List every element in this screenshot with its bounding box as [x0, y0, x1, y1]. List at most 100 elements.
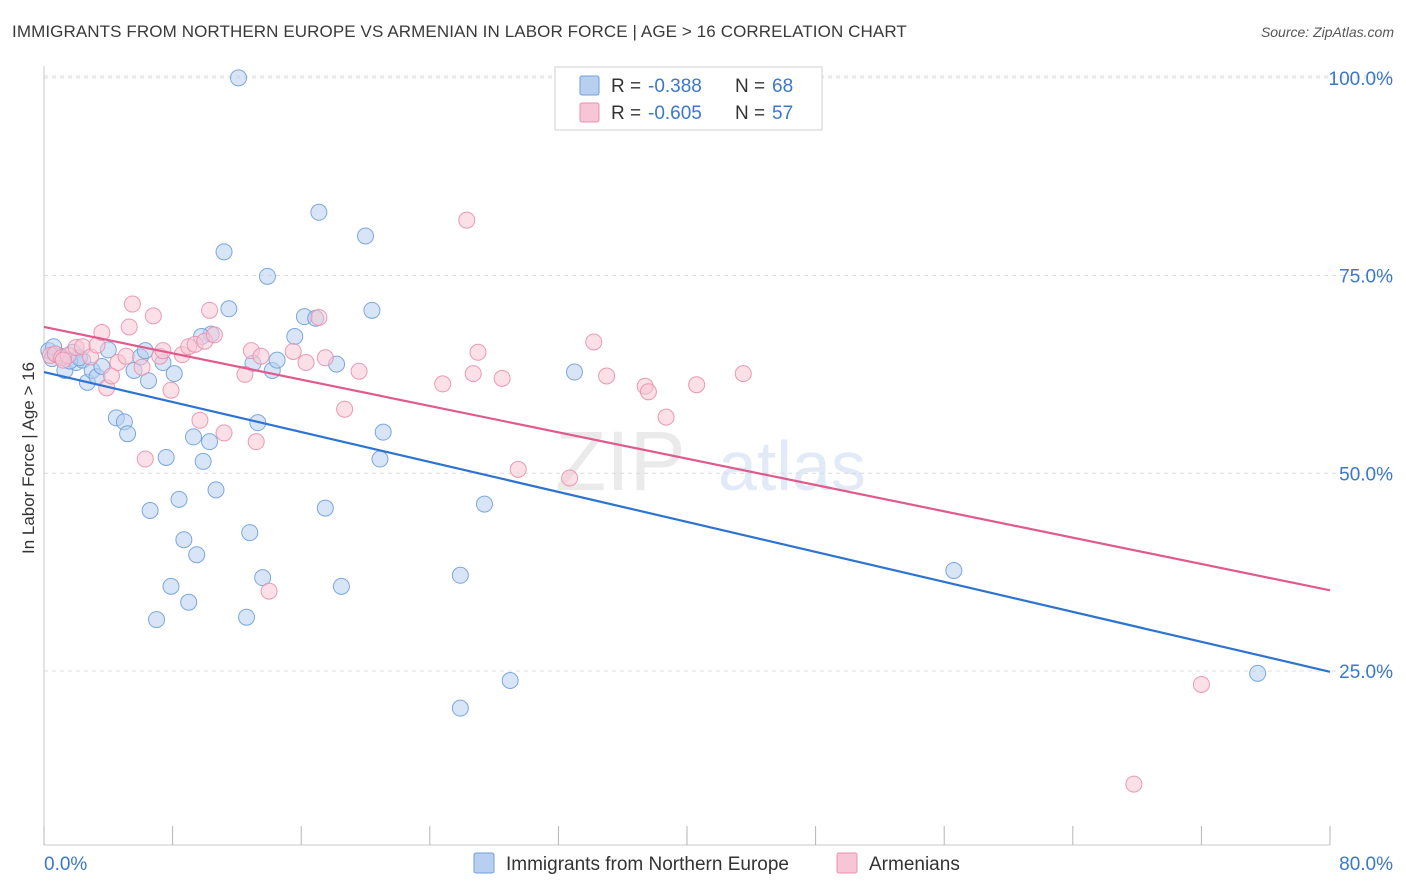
northern-europe-point — [357, 227, 374, 245]
watermark-atlas: atlas — [718, 427, 866, 505]
northern-europe-point — [310, 203, 328, 221]
y-tick-label: 75.0% — [1339, 267, 1393, 288]
armenian-point — [205, 326, 223, 344]
armenian-point — [236, 365, 254, 383]
legend-swatch-armenians — [836, 852, 858, 874]
armenian-point — [297, 354, 315, 372]
trend-layer — [43, 325, 1331, 673]
armenian-point — [215, 424, 233, 442]
northern-europe-point — [201, 433, 219, 451]
stats-n-value-blue: 68 — [772, 76, 793, 97]
armenian-point — [1125, 775, 1143, 793]
armenian-point — [657, 408, 675, 426]
tick-label-layer: 25.0% 50.0% 75.0% 100.0% 0.0% 80.0% — [44, 69, 1393, 875]
armenian-point — [310, 308, 328, 326]
stats-r-label-blue: R = — [611, 76, 641, 97]
northern-europe-point — [945, 562, 963, 580]
legend-label-armenians: Armenians — [869, 854, 960, 875]
northern-europe-point — [230, 69, 248, 87]
armenian-point — [464, 365, 482, 383]
armenian-point — [585, 333, 603, 351]
armenian-point — [144, 307, 162, 325]
armenian-point — [117, 347, 135, 365]
northern-europe-point — [316, 499, 334, 517]
armenian-point — [252, 347, 270, 365]
y-axis-label: In Labor Force | Age > 16 — [19, 362, 38, 554]
points-layer — [40, 69, 1267, 793]
armenian-point — [598, 367, 616, 385]
armenian-point — [162, 381, 180, 399]
northern-europe-point — [241, 524, 259, 542]
stats-r-label-pink: R = — [611, 103, 641, 124]
northern-europe-point — [374, 423, 392, 441]
stats-n-label-blue: N = — [735, 76, 765, 97]
northern-europe-point — [119, 425, 137, 443]
armenian-point — [688, 376, 706, 394]
armenian-point — [260, 582, 278, 600]
northern-europe-point — [451, 566, 469, 584]
northern-europe-point — [207, 481, 225, 499]
northern-europe-point — [475, 495, 493, 513]
northern-europe-point — [268, 351, 286, 369]
y-tick-label: 50.0% — [1339, 464, 1393, 485]
northern-europe-point — [286, 327, 304, 345]
northern-europe-point — [184, 428, 202, 446]
northern-europe-point — [170, 490, 188, 508]
armenian-point — [734, 365, 752, 383]
x-tick-label-min: 0.0% — [44, 854, 87, 875]
stats-box: R = -0.388 N = 68 R = -0.605 N = 57 — [554, 66, 823, 131]
northern-europe-point — [258, 267, 276, 285]
northern-europe-point — [162, 577, 180, 595]
northern-europe-point — [215, 243, 233, 261]
armenian-point — [434, 375, 452, 393]
northern-europe-point — [188, 546, 206, 564]
armenian-point — [120, 318, 138, 336]
armenian-point — [316, 349, 334, 367]
armenian-trendline — [43, 325, 1331, 592]
y-tick-label: 25.0% — [1339, 662, 1393, 683]
legend: Immigrants from Northern Europe Armenian… — [473, 852, 960, 875]
northern-europe-point — [175, 531, 193, 549]
legend-swatch-northern-europe — [473, 852, 495, 874]
armenian-point — [93, 323, 111, 341]
armenian-point — [336, 400, 354, 418]
legend-label-northern-europe: Immigrants from Northern Europe — [506, 854, 789, 875]
northern-europe-point — [1249, 664, 1267, 682]
armenian-point — [247, 433, 265, 451]
stats-swatch-pink — [579, 102, 600, 123]
stats-swatch-blue — [579, 75, 600, 96]
armenian-point — [191, 411, 209, 429]
armenian-point — [509, 460, 527, 478]
northern-europe-point — [194, 452, 212, 470]
x-tick-label-max: 80.0% — [1339, 854, 1393, 875]
watermark-zip: ZIP — [555, 414, 686, 508]
northern-europe-point — [148, 611, 166, 629]
armenian-point — [123, 295, 141, 313]
armenian-point — [469, 343, 487, 361]
armenian-point — [1192, 675, 1210, 693]
armenian-point — [458, 211, 476, 229]
armenian-point — [493, 369, 511, 387]
northern-europe-point — [363, 301, 381, 319]
armenian-point — [284, 342, 302, 360]
northern-europe-point — [180, 593, 198, 611]
stats-n-value-pink: 57 — [772, 103, 793, 124]
axis-layer — [43, 66, 1331, 846]
armenian-point — [54, 351, 72, 369]
northern-europe-point — [157, 448, 175, 466]
armenian-point — [201, 301, 219, 319]
armenian-point — [561, 469, 579, 487]
northern-europe-point — [136, 342, 154, 360]
stats-r-value-pink: -0.605 — [648, 103, 702, 124]
northern-europe-point — [141, 501, 159, 519]
northern-europe-point — [165, 365, 183, 383]
y-tick-label: 100.0% — [1329, 69, 1394, 90]
chart-title: IMMIGRANTS FROM NORTHERN EUROPE VS ARMEN… — [12, 22, 907, 41]
northern-europe-point — [501, 671, 519, 689]
stats-r-value-blue: -0.388 — [648, 76, 702, 97]
stats-n-label-pink: N = — [735, 103, 765, 124]
northern-europe-point — [332, 577, 350, 595]
watermark: ZIP atlas — [555, 414, 866, 508]
northern-europe-trendline — [43, 370, 1331, 673]
